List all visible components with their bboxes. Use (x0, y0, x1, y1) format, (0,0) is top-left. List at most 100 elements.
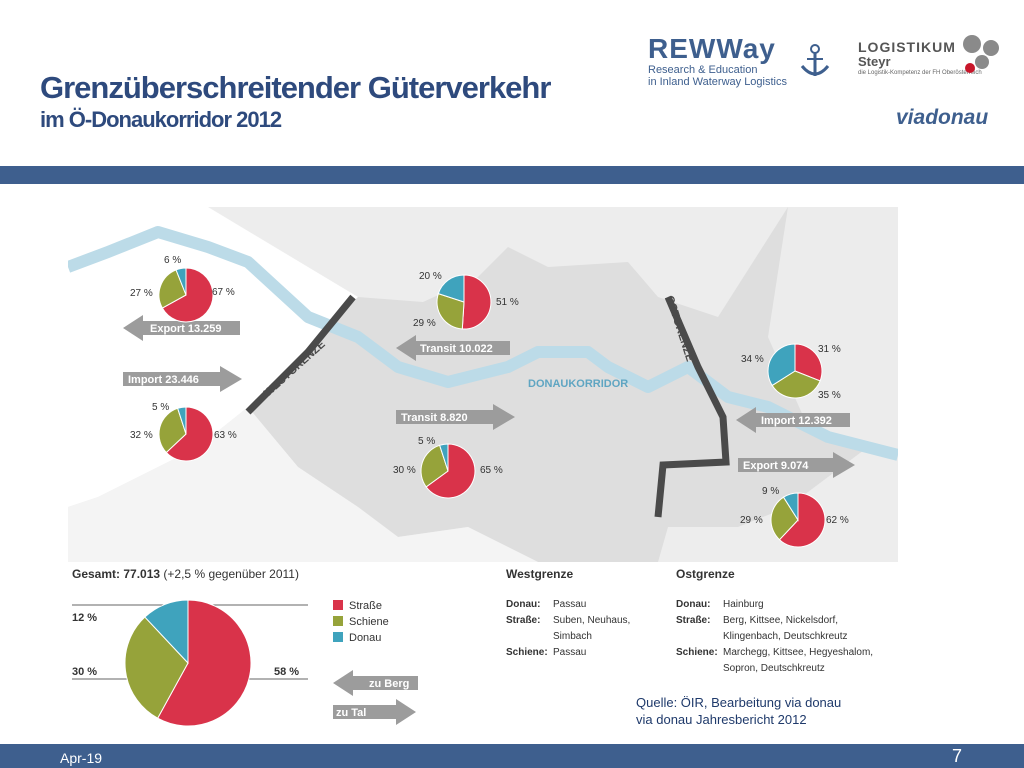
ostgrenze-heading: Ostgrenze (676, 567, 735, 581)
donaukorridor-label: DONAUKORRIDOR (528, 378, 628, 390)
arrow-transit-upper-label: Transit 10.022 (420, 343, 493, 355)
pie-west-export-strasse-label: 67 % (212, 287, 235, 298)
viadonau-logo: viadonau (896, 106, 989, 129)
pie-east-export-donau-label: 9 % (762, 486, 779, 497)
rewway-logo: REWWay Research & Education in Inland Wa… (648, 33, 830, 88)
ostgrenze-value: Hainburg (723, 599, 764, 610)
arrow-east-export-label: Export 9.074 (743, 460, 809, 472)
arrow-west-import-label: Import 23.446 (128, 374, 199, 386)
westgrenze-heading: Westgrenze (506, 567, 573, 581)
slide-title: Grenzüberschreitender Güterverkehr im Ö-… (40, 70, 551, 134)
arrow-west-export: Export 13.259 (123, 315, 240, 341)
pie-total-schiene-label: 30 % (72, 666, 97, 678)
pie-west-import-donau-label: 5 % (152, 402, 169, 413)
pie-east-export (770, 492, 826, 548)
westgrenze-key: Straße: (506, 615, 540, 626)
source-note: Quelle: ÖIR, Bearbeitung via donau via d… (636, 694, 841, 728)
westgrenze-value: Simbach (553, 631, 592, 642)
arrow-east-export: Export 9.074 (738, 452, 855, 478)
pie-transit-lower-donau-label: 5 % (418, 436, 435, 447)
pie-slice-donau (439, 443, 449, 472)
pie-slice-strasse (425, 443, 476, 499)
pie-east-import-donau-label: 34 % (741, 354, 764, 365)
logistikum-mark-icon (963, 35, 999, 73)
anchor-icon (800, 44, 830, 76)
westgrenze-table: Donau: Passau Straße: Suben, Neuhaus, Si… (506, 599, 630, 658)
pie-slice-schiene (124, 616, 189, 719)
pie-transit-upper-donau-label: 20 % (419, 271, 442, 282)
pie-slice-strasse (778, 492, 826, 548)
total-value: 77.013 (123, 567, 160, 581)
rewway-logo-line2: in Inland Waterway Logistics (648, 76, 787, 88)
legend-label-donau: Donau (349, 632, 381, 644)
pie-slice-schiene (436, 293, 465, 330)
footer-bar (0, 744, 1024, 768)
pie-slice-strasse (161, 267, 214, 323)
westgrenze-key: Donau: (506, 599, 540, 610)
logistikum-logo-line2: Steyr (858, 54, 891, 69)
legend-label-schiene: Schiene (349, 616, 389, 628)
header-divider-bar (0, 166, 1024, 184)
total-change: (+2,5 % gegenüber 2011) (163, 567, 299, 581)
title-line-1: Grenzüberschreitender Güterverkehr (40, 70, 551, 105)
westgrenze-value: Suben, Neuhaus, (553, 615, 630, 626)
source-line-1: Quelle: ÖIR, Bearbeitung via donau (636, 695, 842, 710)
pie-east-export-schiene-label: 29 % (740, 515, 763, 526)
ostgrenze-key: Straße: (676, 615, 710, 626)
map-infographic: WESTGRENZE OSTGRENZE DONAUKORRIDOR Expor… (65, 207, 900, 727)
ostgrenze-table: Donau: Hainburg Straße: Berg, Kittsee, N… (676, 599, 873, 674)
pie-transit-upper-strasse-label: 51 % (496, 297, 519, 308)
ostgrenze-key: Donau: (676, 599, 710, 610)
arrow-east-import: Import 12.392 (736, 407, 850, 433)
ostgrenze-value: Sopron, Deutschkreutz (723, 663, 825, 674)
arrow-transit-upper: Transit 10.022 (396, 335, 510, 361)
footer-date: Apr-19 (60, 750, 103, 766)
pie-east-import-strasse-label: 31 % (818, 344, 841, 355)
pie-total-strasse-label: 58 % (274, 666, 299, 678)
westgrenze-line (245, 294, 356, 415)
map-canvas: WESTGRENZE OSTGRENZE DONAUKORRIDOR Expor… (65, 207, 900, 727)
pie-west-export (158, 267, 214, 323)
legend-swatch-strasse (333, 600, 343, 610)
arrow-transit-lower: Transit 8.820 (396, 404, 515, 430)
total-label: Gesamt: (72, 567, 120, 581)
logistikum-logo-tagline: die Logistik-Kompetenz der FH Oberösterr… (858, 70, 982, 76)
pie-west-import-schiene-label: 32 % (130, 430, 153, 441)
pie-slice-schiene (420, 444, 449, 488)
legend-swatch-schiene (333, 616, 343, 626)
westgrenze-key: Schiene: (506, 647, 548, 658)
ostgrenze-value: Berg, Kittsee, Nickelsdorf, (723, 615, 838, 626)
region-austria (248, 207, 898, 562)
pie-west-import (158, 406, 214, 462)
ostgrenze-key: Schiene: (676, 647, 718, 658)
pie-east-export-strasse-label: 62 % (826, 515, 849, 526)
ostgrenze-value: Klingenbach, Deutschkreutz (723, 631, 848, 642)
pie-west-export-schiene-label: 27 % (130, 288, 153, 299)
pie-east-import (767, 343, 823, 399)
pie-slice-donau (175, 267, 187, 296)
pie-total (124, 599, 252, 727)
legend-arrow-zu-tal: zu Tal (333, 699, 416, 725)
pie-slice-donau (767, 343, 796, 387)
ostgrenze-line (654, 295, 730, 518)
pie-transit-lower-strasse-label: 65 % (480, 465, 503, 476)
pie-east-import-schiene-label: 35 % (818, 390, 841, 401)
region-germany (68, 207, 358, 507)
arrow-transit-lower-label: Transit 8.820 (401, 412, 468, 424)
arrow-east-import-label: Import 12.392 (761, 415, 832, 427)
legend-zu-tal-label: zu Tal (336, 707, 366, 719)
logistikum-logo: LOGISTIKUM Steyr die Logistik-Kompetenz … (858, 35, 999, 77)
pie-transit-upper (436, 274, 492, 330)
legend-label-strasse: Straße (349, 600, 382, 612)
rewway-logo-line1: Research & Education (648, 64, 758, 76)
pie-slice-donau (782, 492, 799, 522)
pie-slice-donau (437, 274, 465, 303)
rewway-logo-title: REWWay (648, 33, 776, 64)
arrow-west-export-label: Export 13.259 (150, 323, 222, 335)
pie-west-export-donau-label: 6 % (164, 255, 181, 266)
pie-west-import-strasse-label: 63 % (214, 430, 237, 441)
pie-slice-donau (177, 406, 187, 435)
pie-slice-schiene (771, 370, 821, 399)
arrow-west-import: Import 23.446 (123, 366, 242, 392)
source-line-2: via donau Jahresbericht 2012 (636, 712, 807, 727)
